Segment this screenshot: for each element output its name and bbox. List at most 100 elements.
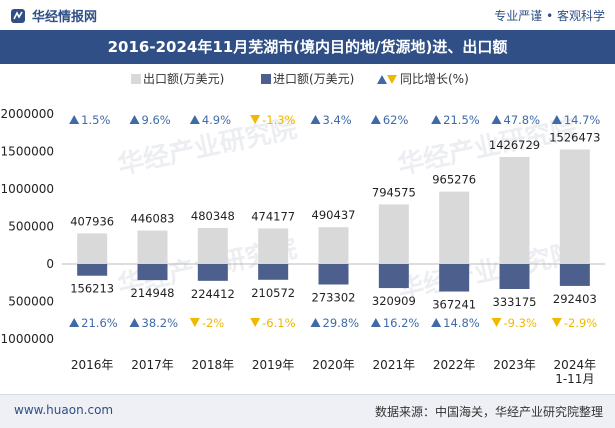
export-yoy-label: 4.9% xyxy=(202,113,231,127)
import-bar xyxy=(258,264,289,280)
y-tick-label: 1000000 xyxy=(1,182,54,196)
import-bar xyxy=(77,264,108,276)
export-yoy-label-up-icon xyxy=(189,115,200,124)
legend-export-swatch xyxy=(131,74,141,84)
x-tick-label: 2021年 xyxy=(373,358,416,372)
import-value-label: 273302 xyxy=(312,290,356,304)
export-bar xyxy=(258,228,289,264)
import-bar xyxy=(499,264,530,289)
export-value-label: 794575 xyxy=(372,185,416,199)
import-yoy-label-up-icon xyxy=(129,318,140,327)
y-tick-label: 2000000 xyxy=(1,107,54,121)
top-bar: 华经情报网 专业严谨 • 客观科学 xyxy=(0,0,615,30)
x-tick-label: 1-11月 xyxy=(555,372,594,386)
y-tick-label: 500000 xyxy=(8,295,54,309)
y-tick-label: 1500000 xyxy=(1,145,54,159)
export-bar xyxy=(137,230,168,264)
chart-title: 2016-2024年11月芜湖市(境内目的地/货源地)进、出口额 xyxy=(0,30,615,64)
export-yoy-label: 14.7% xyxy=(564,113,601,127)
export-value-label: 965276 xyxy=(432,173,476,187)
import-yoy-label-up-icon xyxy=(310,318,321,327)
export-value-label: 446083 xyxy=(131,212,175,226)
export-yoy-label: 21.5% xyxy=(443,113,480,127)
y-tick-label: 0 xyxy=(46,257,54,271)
x-tick-label: 2016年 xyxy=(71,358,114,372)
export-value-label: 1526473 xyxy=(549,131,600,145)
import-bar xyxy=(439,264,470,292)
y-tick-label: 1000000 xyxy=(1,332,54,346)
export-bar xyxy=(77,233,108,264)
import-yoy-label-down-icon xyxy=(551,318,562,327)
export-value-label: 407936 xyxy=(70,214,114,228)
export-yoy-label-up-icon xyxy=(370,115,381,124)
export-bar xyxy=(318,227,349,264)
export-bar xyxy=(559,149,590,264)
export-value-label: 490437 xyxy=(312,208,356,222)
export-yoy-label: -1.3% xyxy=(262,113,295,127)
x-tick-label: 2020年 xyxy=(312,358,355,372)
export-value-label: 480348 xyxy=(191,209,235,223)
import-yoy-label-up-icon xyxy=(431,318,442,327)
import-yoy-label-down-icon xyxy=(189,318,200,327)
x-tick-label: 2022年 xyxy=(433,358,476,372)
watermark-1: 华经产业研究院 xyxy=(395,113,579,181)
legend-yoy-up-icon xyxy=(377,75,387,84)
export-yoy-label-up-icon xyxy=(310,115,321,124)
data-source: 数据来源：中国海关，华经产业研究院整理 xyxy=(374,405,603,419)
tagline: 专业严谨 • 客观科学 xyxy=(494,9,605,23)
legend-yoy-down-icon xyxy=(387,75,397,84)
export-yoy-label-down-icon xyxy=(250,115,261,124)
legend-export-label: 出口额(万美元) xyxy=(143,72,224,86)
import-bar xyxy=(137,264,168,281)
import-bar xyxy=(197,264,228,281)
import-yoy-label: -2% xyxy=(202,316,224,330)
import-value-label: 224412 xyxy=(191,287,235,301)
x-tick-label: 2023年 xyxy=(493,358,536,372)
brand[interactable]: 华经情报网 xyxy=(10,6,97,25)
import-yoy-label: -6.1% xyxy=(262,316,295,330)
import-value-label: 333175 xyxy=(493,295,537,309)
export-yoy-label-up-icon xyxy=(491,115,502,124)
import-value-label: 156213 xyxy=(70,282,114,296)
export-yoy-label: 62% xyxy=(383,113,409,127)
export-bar xyxy=(499,156,530,264)
y-tick-label: 500000 xyxy=(8,220,54,234)
x-tick-label: 2018年 xyxy=(192,358,235,372)
legend-import-label: 进口额(万美元) xyxy=(273,72,354,86)
brand-name: 华经情报网 xyxy=(32,10,98,25)
export-yoy-label: 3.4% xyxy=(323,113,352,127)
brand-logo-icon xyxy=(11,8,25,23)
export-bar xyxy=(439,191,470,264)
import-value-label: 214948 xyxy=(131,286,175,300)
import-yoy-label: 21.6% xyxy=(81,316,118,330)
export-yoy-label-up-icon xyxy=(129,115,140,124)
export-yoy-label: 9.6% xyxy=(142,113,171,127)
import-bar xyxy=(318,264,349,285)
export-yoy-label: 1.5% xyxy=(81,113,110,127)
export-yoy-label-up-icon xyxy=(551,115,562,124)
footer: www.huaon.com 数据来源：中国海关，华经产业研究院整理 xyxy=(0,394,615,428)
import-yoy-label: -9.3% xyxy=(504,316,537,330)
chart: 华经产业研究院华经产业研究院华经产业研究院华经产业研究院出口额(万美元)进口额(… xyxy=(1,72,605,386)
export-bar xyxy=(378,204,409,264)
x-tick-label: 2017年 xyxy=(131,358,174,372)
import-yoy-label-up-icon xyxy=(69,318,80,327)
x-tick-label: 2019年 xyxy=(252,358,295,372)
import-value-label: 292403 xyxy=(553,292,597,306)
legend-yoy-label: 同比增长(%) xyxy=(400,72,469,86)
import-yoy-label: 38.2% xyxy=(142,316,179,330)
import-bar xyxy=(378,264,409,289)
import-yoy-label-up-icon xyxy=(370,318,381,327)
site-link[interactable]: www.huaon.com xyxy=(14,403,114,417)
import-value-label: 320909 xyxy=(372,294,416,308)
watermark-3: 华经产业研究院 xyxy=(395,238,579,306)
x-tick-label: 2024年 xyxy=(554,358,597,372)
import-yoy-label: 16.2% xyxy=(383,316,420,330)
export-yoy-label-up-icon xyxy=(431,115,442,124)
legend-import-swatch xyxy=(261,74,271,84)
import-yoy-label: 29.8% xyxy=(323,316,360,330)
export-bar xyxy=(197,227,228,264)
import-yoy-label: -2.9% xyxy=(564,316,597,330)
export-yoy-label-up-icon xyxy=(69,115,80,124)
export-value-label: 1426729 xyxy=(489,138,540,152)
